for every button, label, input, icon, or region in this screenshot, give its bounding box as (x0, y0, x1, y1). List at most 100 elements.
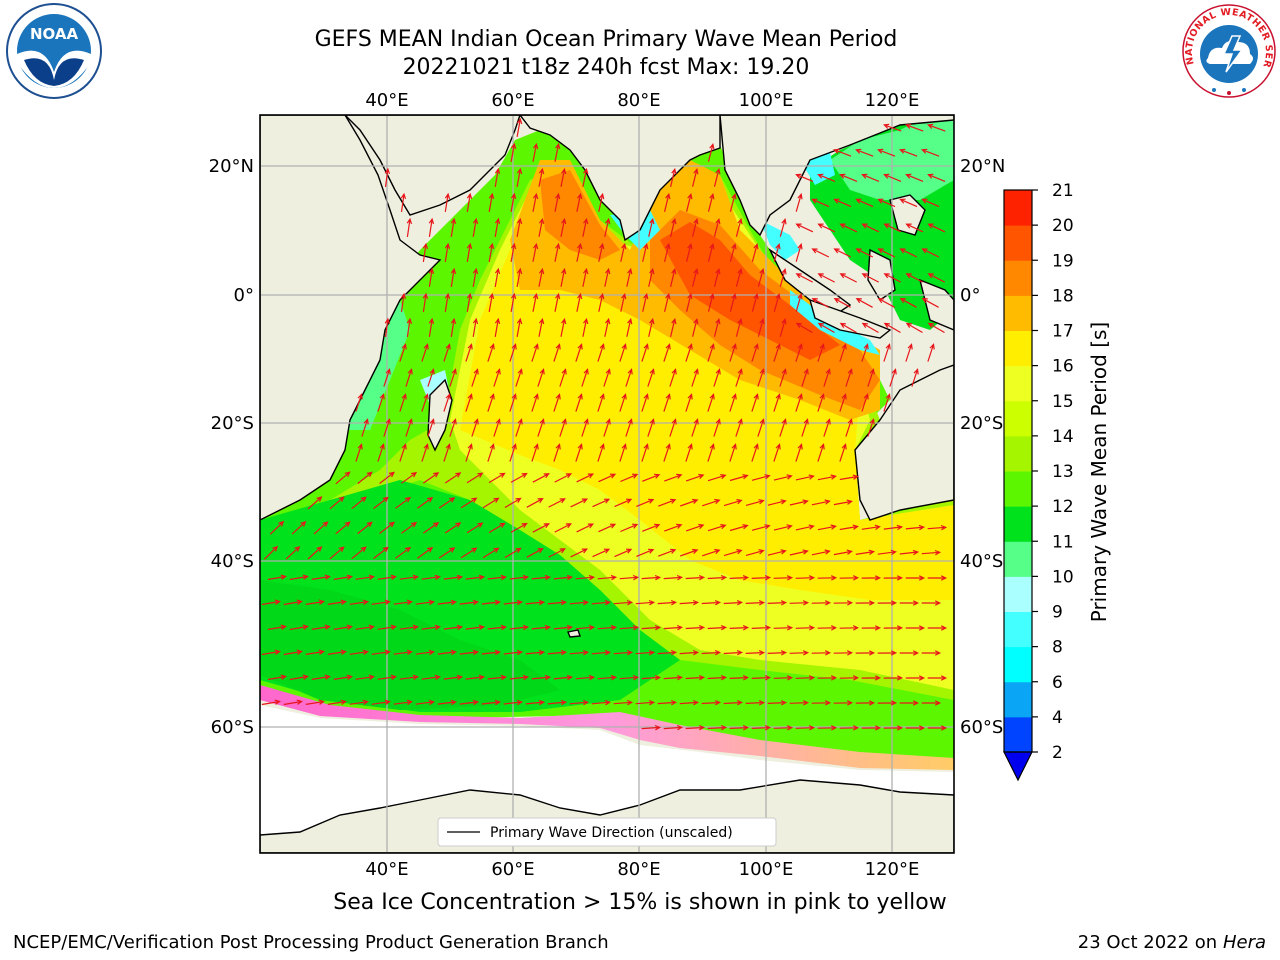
wave-arrow (509, 343, 517, 362)
wave-arrow (663, 443, 671, 462)
wave-arrow (833, 298, 851, 308)
wave-arrow (525, 649, 546, 656)
wave-arrow (773, 675, 794, 681)
wave-arrow (877, 248, 896, 258)
wave-arrow (789, 600, 810, 606)
wave-arrow (449, 368, 457, 387)
wave-arrow (899, 148, 918, 157)
wave-arrow (415, 649, 435, 656)
wave-arrow (855, 549, 875, 555)
wave-arrow (664, 242, 671, 262)
wave-arrow (707, 343, 715, 362)
wave-arrow (670, 267, 677, 287)
wave-arrow (833, 198, 852, 208)
wave-arrow (685, 575, 706, 581)
noaa-logo: NOAA (6, 3, 102, 99)
colorbar-extend-triangle (1003, 751, 1033, 782)
wave-arrow (428, 217, 435, 237)
wave-arrow (465, 574, 486, 581)
wave-arrow (488, 192, 495, 213)
wave-arrow (582, 267, 589, 287)
wave-arrow (773, 393, 781, 412)
wave-arrow (686, 192, 693, 212)
wave-arrow (663, 674, 684, 681)
wave-arrow (289, 624, 309, 631)
wave-arrow (707, 725, 728, 731)
wave-arrow (647, 368, 655, 387)
wave-arrow (465, 674, 486, 681)
colorbar-segment (1004, 330, 1032, 367)
wave-arrow (905, 675, 926, 681)
wave-arrow (801, 368, 809, 387)
wave-arrow (261, 649, 281, 656)
wave-arrow (833, 248, 852, 258)
wave-arrow (569, 649, 590, 656)
wave-arrow (789, 700, 810, 706)
wave-arrow (707, 443, 715, 462)
wave-arrow (487, 624, 508, 631)
wave-arrow (861, 322, 879, 334)
colorbar-tick-label: 18 (1052, 286, 1074, 306)
wave-arrow (723, 700, 744, 706)
wave-arrow (713, 368, 721, 387)
wave-arrow (670, 167, 677, 187)
wave-arrow (459, 649, 480, 656)
wave-arrow (269, 520, 285, 535)
wave-arrow (311, 624, 331, 630)
wave-arrow (547, 699, 568, 706)
left-lat-label-20n: 20°N (209, 156, 254, 177)
wave-arrow (773, 242, 781, 262)
wave-arrow (921, 248, 940, 258)
wave-arrow (614, 548, 633, 558)
wave-arrow (443, 574, 464, 581)
wave-arrow (927, 675, 948, 681)
wave-arrow (349, 649, 369, 655)
wave-arrow (839, 625, 860, 631)
wave-arrow (443, 343, 451, 362)
wave-arrow (472, 267, 479, 287)
wave-arrow (261, 699, 281, 706)
wave-arrow (581, 368, 589, 387)
wave-arrow (927, 575, 948, 581)
wave-arrow (351, 496, 367, 510)
bottom-lon-label-100e: 100°E (739, 859, 794, 880)
wave-arrow (855, 148, 874, 157)
wave-arrow (526, 548, 544, 558)
chart-title: GEFS MEAN Indian Ocean Primary Wave Mean… (0, 26, 1212, 82)
wave-arrow (729, 292, 737, 312)
wave-arrow (377, 443, 385, 462)
wave-arrow (883, 173, 902, 182)
wave-arrow (569, 699, 590, 706)
wave-arrow (877, 600, 898, 606)
wave-arrow (417, 547, 434, 559)
wave-arrow (471, 368, 479, 387)
wave-arrow (757, 368, 765, 387)
wave-arrow (839, 524, 859, 531)
wave-arrow (905, 343, 913, 362)
wave-arrow (745, 650, 766, 656)
wave-arrow (642, 523, 661, 532)
wave-arrow (349, 599, 369, 605)
wave-arrow (692, 267, 699, 287)
wave-arrow (729, 625, 750, 631)
colorbar-tick-label: 10 (1052, 567, 1074, 587)
wave-arrow (921, 298, 939, 308)
wave-arrow (444, 472, 462, 484)
wave-arrow (406, 317, 413, 337)
wave-arrow (444, 242, 451, 262)
wave-arrow (729, 474, 749, 482)
right-lat-label-60s: 60°S (960, 717, 1003, 738)
wave-arrow (927, 223, 946, 233)
wave-arrow (554, 292, 561, 312)
wave-arrow (663, 574, 684, 581)
wave-arrow (516, 317, 523, 338)
wave-arrow (905, 173, 924, 182)
wave-arrow (877, 298, 895, 308)
wave-arrow (729, 675, 750, 681)
wave-arrow (877, 549, 897, 556)
wave-arrow (707, 393, 715, 412)
wave-arrow (377, 624, 397, 630)
wave-arrow (531, 624, 552, 631)
wave-arrow (751, 675, 772, 681)
wave-arrow (817, 322, 835, 334)
